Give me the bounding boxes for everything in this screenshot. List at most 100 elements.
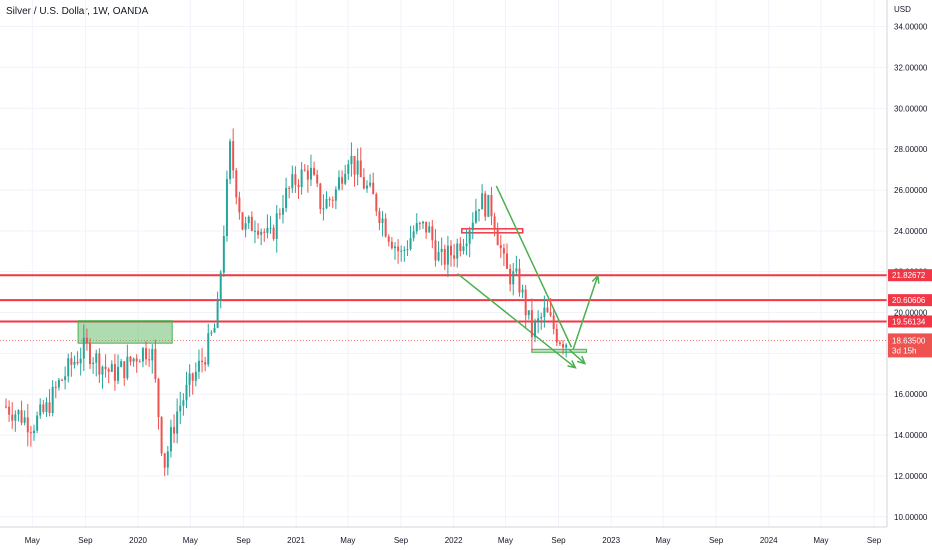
x-tick-label: 2022	[445, 536, 463, 545]
annotations[interactable]	[77, 185, 600, 369]
candle-body	[179, 405, 182, 412]
candle-body	[406, 249, 409, 251]
candle-body	[132, 358, 135, 362]
candle-body	[353, 156, 356, 175]
candle-body	[527, 310, 530, 316]
candle-body	[506, 253, 509, 269]
candle-body	[98, 353, 101, 375]
candle-body	[166, 451, 169, 468]
level-price-label: 21.82672	[892, 271, 926, 280]
grid	[0, 0, 887, 527]
candle-body	[378, 211, 381, 224]
candle-body	[397, 246, 400, 252]
candle-body	[257, 230, 260, 235]
candle-body	[89, 342, 92, 364]
candle-body	[375, 194, 378, 212]
candle-body	[350, 156, 353, 165]
candle-body	[191, 373, 194, 381]
candle-body	[558, 342, 561, 345]
candle-body	[546, 307, 549, 313]
candle-body	[446, 245, 449, 265]
candle-body	[281, 208, 284, 215]
candle-body	[465, 243, 468, 247]
candle-body	[403, 249, 406, 251]
candle-body	[456, 243, 459, 259]
candle-body	[250, 216, 253, 231]
candle-body	[194, 371, 197, 381]
x-tick-label: 2021	[287, 536, 305, 545]
candle-body	[372, 182, 375, 195]
y-tick-label: 26.00000	[894, 186, 928, 195]
y-tick-label: 12.00000	[894, 472, 928, 481]
horizontal-levels[interactable]	[0, 274, 887, 341]
candle-body	[291, 174, 294, 189]
arrow-head	[591, 274, 600, 284]
candle-body	[362, 177, 365, 189]
price-axis[interactable]: 10.0000012.0000014.0000016.0000018.00000…	[886, 0, 928, 527]
candle-body	[61, 379, 64, 381]
candle-body	[331, 199, 334, 201]
candle-body	[341, 177, 344, 184]
candle-body	[325, 198, 328, 209]
candle-body	[17, 410, 20, 415]
candle-body	[306, 170, 309, 180]
level-price-tag	[888, 294, 932, 307]
candles	[5, 128, 568, 477]
candle-body	[247, 216, 250, 224]
candle-body	[521, 289, 524, 293]
x-tick-label: Sep	[236, 536, 251, 545]
candle-body	[319, 183, 322, 209]
candle-body	[51, 386, 54, 413]
candle-body	[481, 193, 484, 210]
x-tick-label: May	[25, 536, 40, 545]
x-tick-label: Sep	[394, 536, 409, 545]
candle-body	[117, 366, 120, 381]
down-arrow-line	[568, 348, 586, 365]
candle-body	[496, 229, 499, 246]
candle-body	[151, 348, 154, 361]
candle-body	[29, 432, 32, 434]
candle-body	[540, 316, 543, 319]
candle-body	[138, 361, 141, 363]
candle-body	[23, 417, 26, 423]
candle-body	[235, 170, 238, 198]
y-tick-label: 28.00000	[894, 145, 928, 154]
candle-body	[169, 427, 172, 452]
candle-body	[562, 344, 565, 348]
candle-body	[468, 230, 471, 244]
candle-body	[76, 361, 79, 364]
candle-body	[434, 240, 437, 261]
candle-body	[5, 406, 7, 408]
candle-body	[499, 245, 502, 249]
y-tick-label: 24.00000	[894, 227, 928, 236]
time-axis[interactable]: May Sep 2020 May Sep 2021 May Sep 2022 May Sep 2023…	[0, 526, 887, 545]
candle-body	[229, 141, 232, 180]
arrow-head	[567, 360, 577, 369]
candle-body	[244, 223, 247, 230]
candle-body	[85, 337, 88, 343]
candle-body	[241, 212, 244, 230]
candle-body	[437, 252, 440, 261]
candle-body	[266, 227, 269, 233]
x-tick-label: Sep	[709, 536, 724, 545]
candle-body	[393, 246, 396, 249]
candle-body	[322, 208, 325, 210]
candle-body	[39, 404, 42, 416]
candle-body	[126, 356, 129, 379]
candle-body	[400, 250, 403, 252]
candle-body	[530, 310, 533, 338]
candle-body	[163, 453, 166, 468]
level-price-tag	[888, 315, 932, 328]
x-tick-label: May	[183, 536, 198, 545]
candle-body	[79, 358, 82, 364]
candle-body	[409, 238, 412, 250]
y-tick-label: 30.00000	[894, 104, 928, 113]
x-tick-label: May	[813, 536, 828, 545]
candle-body	[173, 427, 176, 434]
candle-body	[33, 430, 36, 434]
candle-body	[70, 358, 73, 365]
candle-body	[443, 248, 446, 265]
candle-body	[225, 179, 228, 237]
